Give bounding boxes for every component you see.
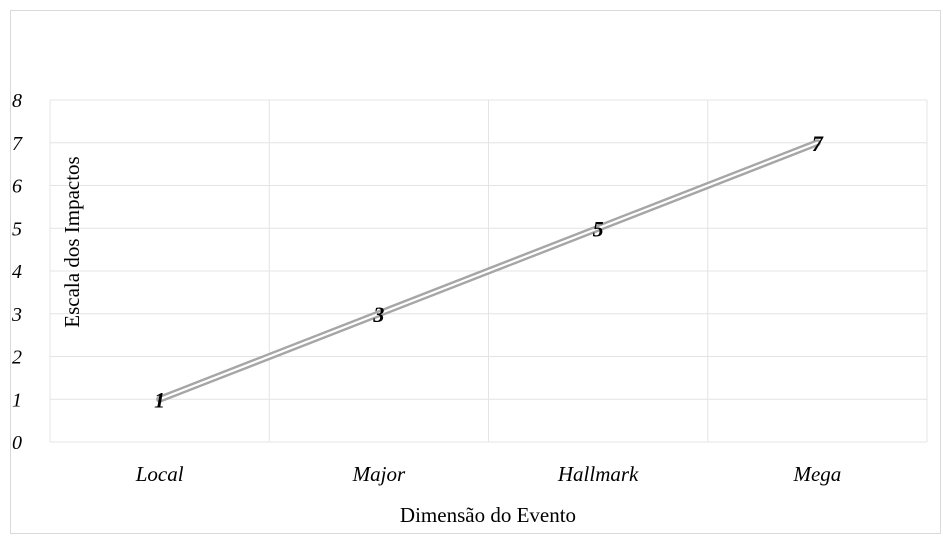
series-line-inner (158, 141, 819, 401)
chart-frame (10, 10, 941, 534)
x-tick-labels: Local Major Hallmark Mega (135, 462, 842, 486)
x-tick-label: Mega (792, 462, 841, 486)
y-tick-label: 4 (12, 261, 22, 283)
x-tick-label: Local (135, 462, 184, 486)
y-tick-labels: 0 1 2 3 4 5 6 7 8 (11, 90, 23, 454)
data-label: 5 (593, 216, 604, 241)
data-label: 7 (812, 131, 824, 156)
grid-lines (49, 99, 928, 443)
y-tick-label: 6 (12, 176, 22, 198)
data-label: 3 (372, 302, 384, 327)
y-tick-label: 2 (12, 347, 22, 369)
y-tick-label: 8 (12, 90, 22, 112)
y-tick-label: 5 (12, 218, 22, 240)
y-tick-label: 7 (12, 133, 23, 155)
data-label: 1 (154, 387, 165, 412)
y-tick-label: 3 (11, 304, 22, 326)
y-tick-label: 1 (12, 389, 22, 411)
y-tick-label: 0 (12, 432, 22, 454)
data-labels: 1 3 5 7 (154, 131, 824, 413)
x-tick-label: Major (352, 462, 406, 486)
x-tick-label: Hallmark (557, 462, 639, 486)
y-axis-title: Escala dos Impactos (60, 156, 84, 327)
x-axis-title: Dimensão do Evento (400, 503, 576, 527)
series-group (156, 139, 821, 403)
